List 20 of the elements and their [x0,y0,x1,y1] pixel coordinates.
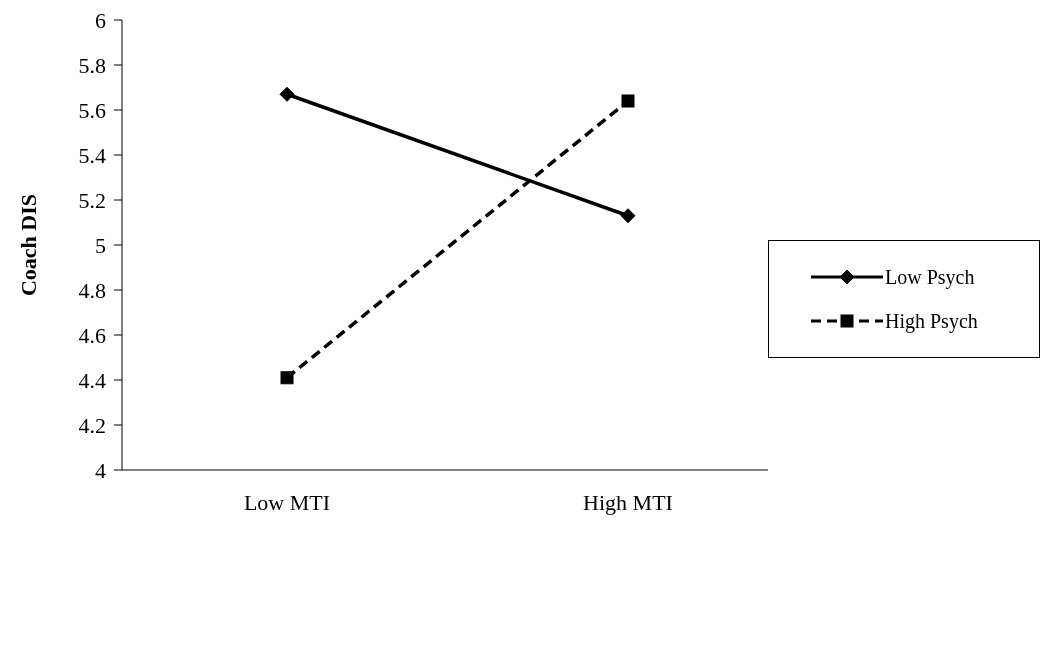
x-tick-label: Low MTI [243,489,331,515]
point [621,94,635,108]
y-tick-label: 6 [95,7,106,33]
point [620,208,636,224]
y-tick-label: 4.4 [78,367,106,393]
point [279,86,295,102]
y-tick-label: 5.8 [78,52,106,78]
legend-label: High Psych [885,309,978,333]
y-tick-label: 4.8 [78,277,106,303]
y-tick-label: 5.4 [78,142,106,168]
point [280,371,294,385]
y-axis-title: Coach DIS [15,193,41,297]
legend-label: Low Psych [885,265,975,289]
y-tick-label: 5.2 [78,187,106,213]
y-tick-label: 5 [95,232,106,258]
y-tick-label: 4.2 [78,412,106,438]
y-tick-label: 4 [95,457,106,483]
x-tick-label: High MTI [583,489,673,515]
y-tick-label: 5.6 [78,97,106,123]
y-tick-label: 4.6 [78,322,106,348]
